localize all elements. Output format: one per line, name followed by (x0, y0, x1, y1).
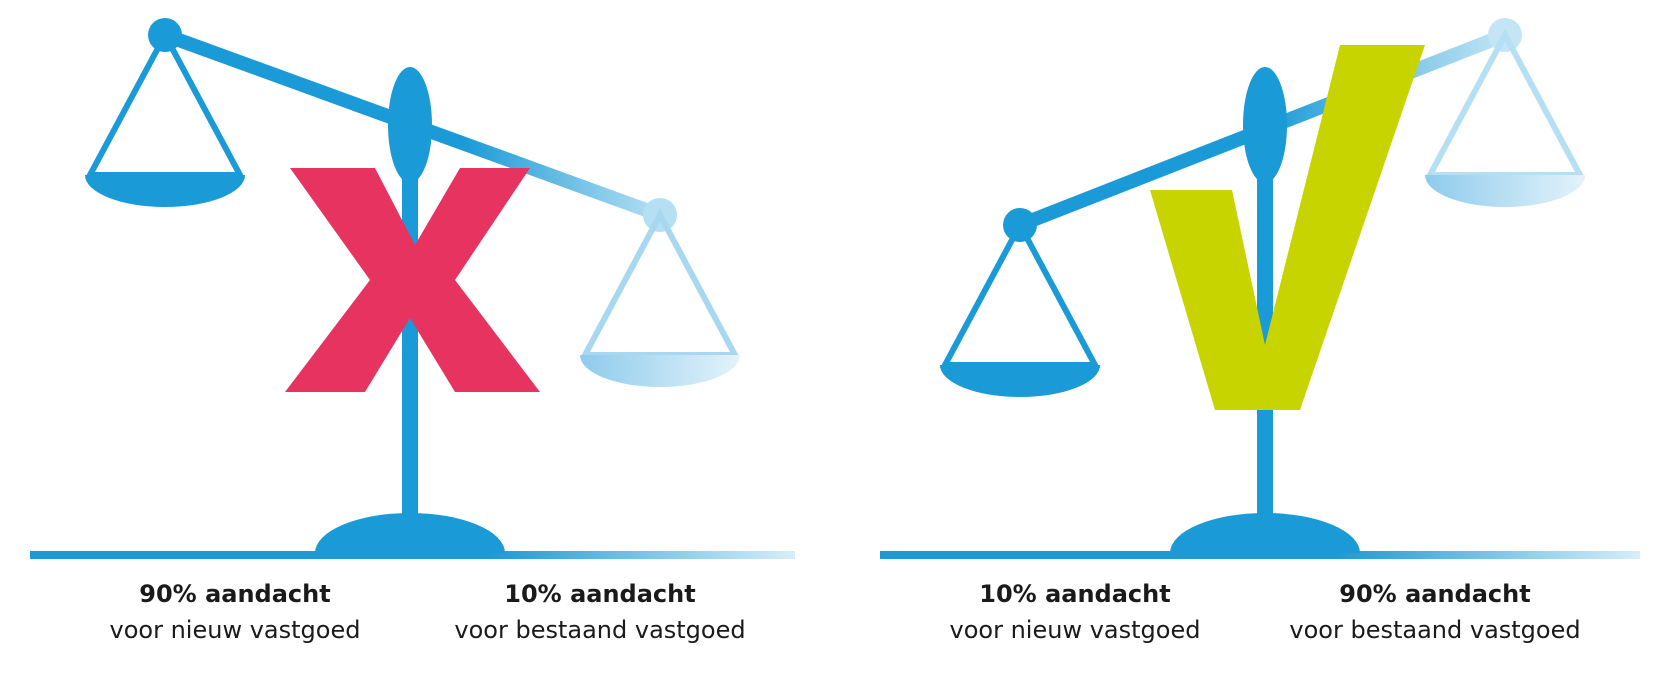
label-subtitle: voor bestaand vastgoed (454, 616, 745, 644)
check-mark (1150, 45, 1425, 410)
pan (940, 365, 1100, 397)
scale-right (880, 18, 1640, 559)
pivot (388, 67, 432, 183)
pan-strings (585, 215, 735, 355)
pan (580, 355, 740, 387)
label-subtitle: voor nieuw vastgoed (110, 616, 361, 644)
scale-left (30, 18, 795, 559)
pan (85, 175, 245, 207)
pivot (1243, 67, 1287, 183)
label-title: 10% aandacht (504, 580, 695, 608)
stem (402, 120, 418, 550)
label-subtitle: voor nieuw vastgoed (950, 616, 1201, 644)
infographic: 90% aandacht voor nieuw vastgoed 10% aan… (0, 0, 1670, 681)
pan (1425, 175, 1585, 207)
label-title: 90% aandacht (139, 580, 330, 608)
label-subtitle: voor bestaand vastgoed (1289, 616, 1580, 644)
pan-strings (945, 225, 1095, 365)
label-title: 10% aandacht (979, 580, 1170, 608)
label-title: 90% aandacht (1339, 580, 1530, 608)
